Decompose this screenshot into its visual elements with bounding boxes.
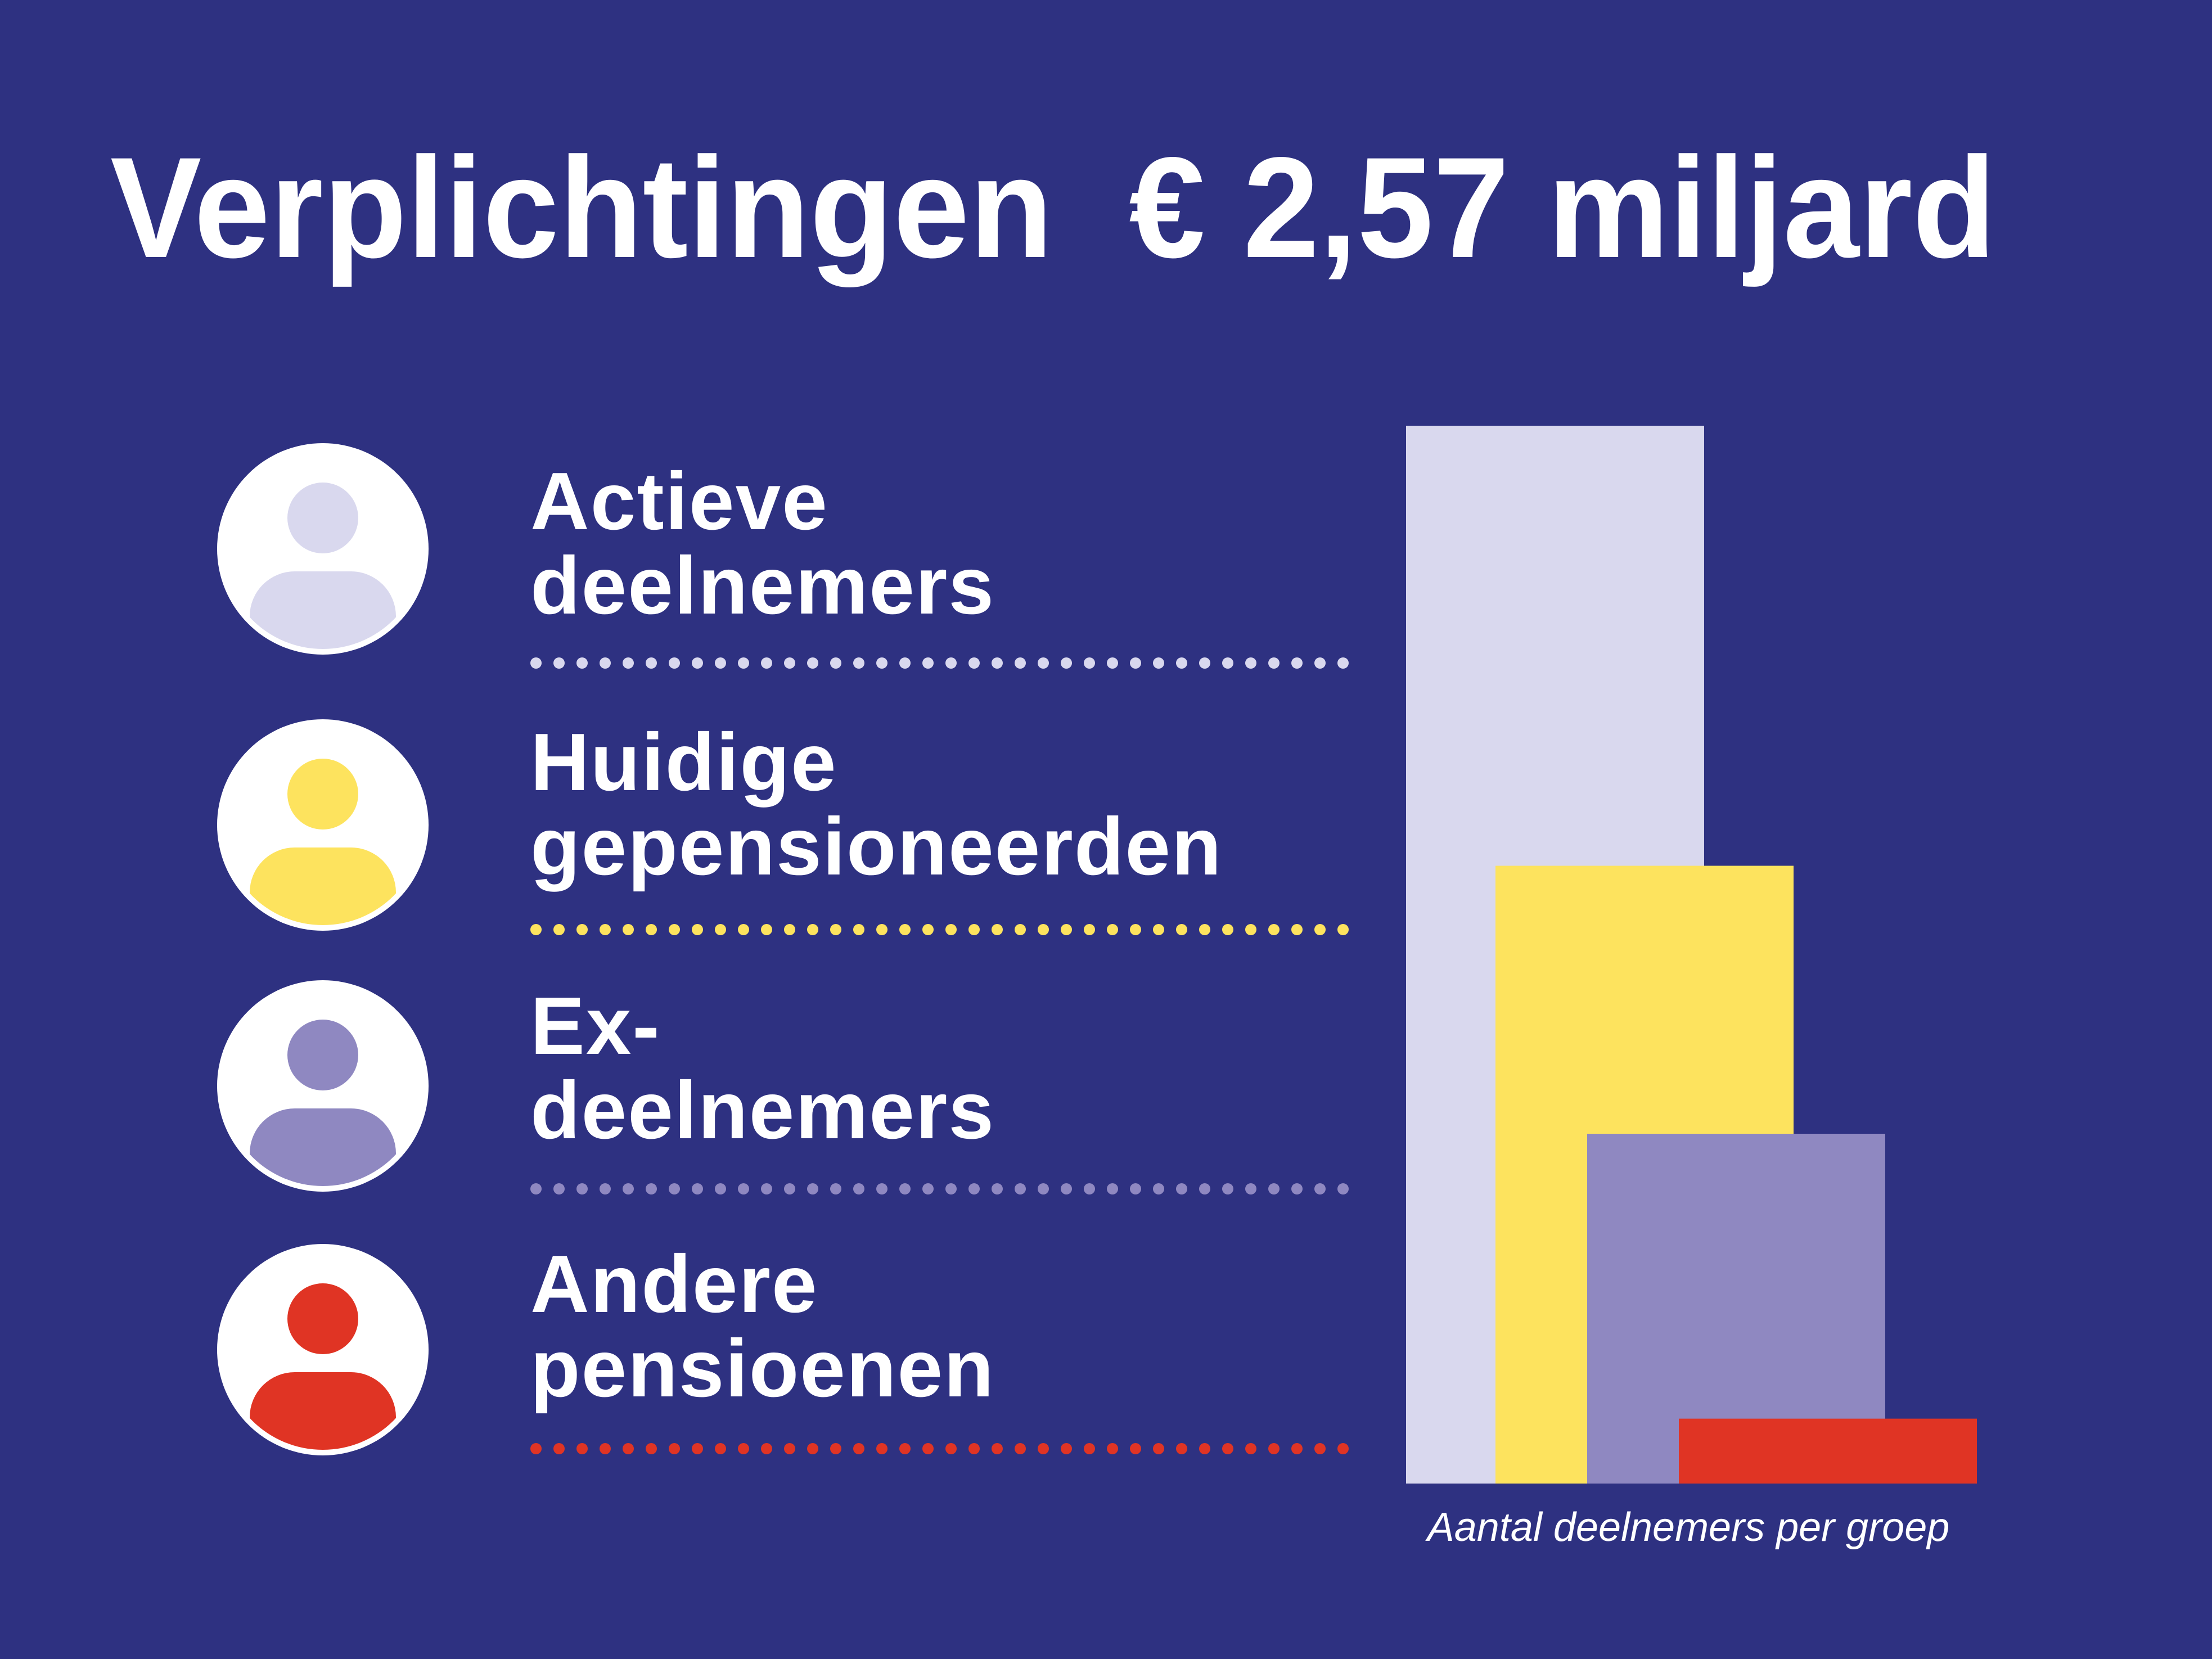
person-icon — [250, 759, 396, 925]
icon-head — [287, 1020, 358, 1090]
bar — [1679, 1418, 1977, 1484]
person-icon — [250, 483, 396, 649]
x-axis-label: Aantal deelnemers per groep — [1425, 1505, 1950, 1550]
category-label: Actieve deelnemers — [530, 456, 995, 631]
person-icon — [250, 1020, 396, 1186]
icon-head — [287, 483, 358, 553]
icon-body — [250, 1108, 396, 1186]
icon-body — [250, 571, 396, 649]
icon-head — [287, 1283, 358, 1354]
icon-body — [250, 1372, 396, 1450]
person-icon — [250, 1283, 396, 1450]
category-label: Andere pensioenen — [530, 1238, 995, 1414]
chart-title: Verplichtingen € 2,57 miljard — [110, 128, 1996, 288]
icon-body — [250, 847, 396, 925]
category-label: Huidige gepensioneerden — [530, 716, 1223, 892]
category-label: Ex- deelnemers — [530, 980, 995, 1156]
icon-head — [287, 759, 358, 830]
